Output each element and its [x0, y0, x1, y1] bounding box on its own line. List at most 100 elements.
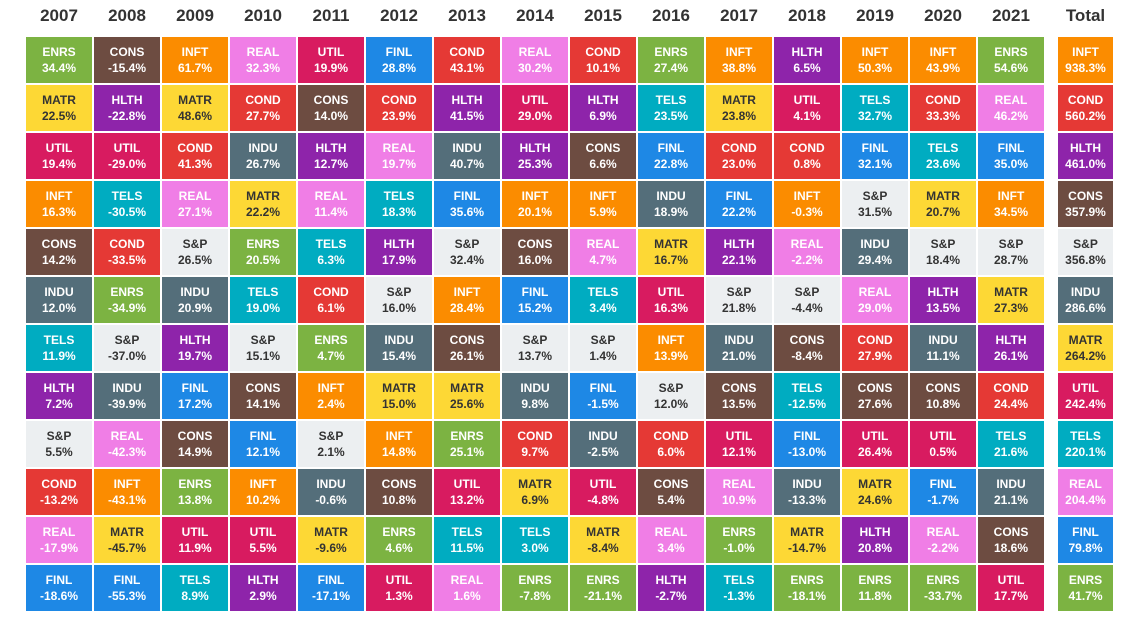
cell-value-label: -12.5% — [787, 397, 827, 411]
cell-value-label: 28.8% — [381, 61, 417, 75]
cell-total-cons: CONS 357.9% — [1057, 180, 1114, 228]
cell-2019-util: UTIL 26.4% — [841, 420, 909, 468]
cell-value-label: 28.4% — [449, 301, 485, 315]
cell-2012-hlth: HLTH 17.9% — [365, 228, 433, 276]
cell-sector-label: CONS — [517, 237, 553, 251]
cell-value-label: 27.3% — [993, 301, 1029, 315]
cell-2009-cond: COND 41.3% — [161, 132, 229, 180]
cell-sector-label: CONS — [41, 237, 77, 251]
cell-sector-label: MATR — [178, 93, 212, 107]
cell-2019-finl: FINL 32.1% — [841, 132, 909, 180]
cell-sector-label: CONS — [313, 93, 349, 107]
cell-sector-label: TELS — [179, 573, 211, 587]
cell-sector-label: INFT — [181, 45, 209, 59]
cell-value-label: 30.2% — [517, 61, 553, 75]
cell-value-label: 15.1% — [245, 349, 281, 363]
cell-value-label: 28.7% — [993, 253, 1029, 267]
cell-value-label: 61.7% — [177, 61, 213, 75]
cell-sector-label: COND — [517, 429, 553, 443]
cell-2010-sp: S&P 15.1% — [229, 324, 297, 372]
cell-value-label: 8.9% — [181, 589, 209, 603]
cell-value-label: 34.5% — [993, 205, 1029, 219]
cell-2010-util: UTIL 5.5% — [229, 516, 297, 564]
cell-sector-label: MATR — [654, 237, 688, 251]
cell-sector-label: UTIL — [997, 573, 1025, 587]
cell-2011-indu: INDU -0.6% — [297, 468, 365, 516]
cell-sector-label: HLTH — [43, 381, 75, 395]
cell-sector-label: S&P — [182, 237, 208, 251]
cell-value-label: -1.7% — [927, 493, 959, 507]
cell-value-label: 16.7% — [653, 253, 689, 267]
cell-sector-label: ENRS — [42, 45, 76, 59]
cell-2017-cond: COND 23.0% — [705, 132, 773, 180]
cell-sector-label: S&P — [318, 429, 344, 443]
cell-sector-label: FINL — [45, 573, 73, 587]
cell-value-label: 13.9% — [653, 349, 689, 363]
cell-2007-enrs: ENRS 34.4% — [25, 36, 93, 84]
cell-2007-inft: INFT 16.3% — [25, 180, 93, 228]
cell-value-label: 6.0% — [657, 445, 685, 459]
cell-value-label: 14.0% — [313, 109, 349, 123]
cell-value-label: 16.3% — [41, 205, 77, 219]
cell-2011-cond: COND 6.1% — [297, 276, 365, 324]
cell-2015-tels: TELS 3.4% — [569, 276, 637, 324]
year-header-2021: 2021 — [992, 6, 1030, 25]
cell-total-real: REAL 204.4% — [1057, 468, 1114, 516]
cell-2009-cons: CONS 14.9% — [161, 420, 229, 468]
cell-2014-util: UTIL 29.0% — [501, 84, 569, 132]
cell-sector-label: UTIL — [521, 93, 549, 107]
cell-value-label: 12.1% — [721, 445, 757, 459]
cell-sector-label: INDU — [248, 141, 278, 155]
cell-sector-label: MATR — [1068, 333, 1103, 347]
cell-2012-inft: INFT 14.8% — [365, 420, 433, 468]
cell-2017-indu: INDU 21.0% — [705, 324, 773, 372]
cell-2007-cons: CONS 14.2% — [25, 228, 93, 276]
cell-value-label: 26.7% — [245, 157, 281, 171]
cell-value-label: 13.5% — [721, 397, 757, 411]
cell-sector-label: S&P — [658, 381, 684, 395]
cell-sector-label: ENRS — [518, 573, 552, 587]
cell-value-label: -0.3% — [791, 205, 823, 219]
cell-value-label: 29.4% — [857, 253, 893, 267]
cell-2020-finl: FINL -1.7% — [909, 468, 977, 516]
cell-value-label: 31.5% — [857, 205, 893, 219]
cell-value-label: 357.9% — [1065, 205, 1106, 219]
cell-sector-label: HLTH — [927, 285, 959, 299]
cell-2014-tels: TELS 3.0% — [501, 516, 569, 564]
cell-2009-inft: INFT 61.7% — [161, 36, 229, 84]
cell-2017-cons: CONS 13.5% — [705, 372, 773, 420]
cell-2013-cons: CONS 26.1% — [433, 324, 501, 372]
cell-sector-label: UTIL — [181, 525, 209, 539]
cell-sector-label: INDU — [44, 285, 74, 299]
cell-sector-label: ENRS — [790, 573, 824, 587]
cell-value-label: -17.9% — [39, 541, 79, 555]
cell-2016-cons: CONS 5.4% — [637, 468, 705, 516]
cell-2007-matr: MATR 22.5% — [25, 84, 93, 132]
cell-value-label: 23.5% — [653, 109, 689, 123]
cell-2020-enrs: ENRS -33.7% — [909, 564, 977, 612]
cell-2008-matr: MATR -45.7% — [93, 516, 161, 564]
cell-value-label: 264.2% — [1065, 349, 1106, 363]
cell-2012-util: UTIL 1.3% — [365, 564, 433, 612]
cell-sector-label: TELS — [519, 525, 551, 539]
cell-value-label: -29.0% — [107, 157, 147, 171]
cell-sector-label: HLTH — [315, 141, 347, 155]
cell-sector-label: S&P — [114, 333, 140, 347]
cell-2015-matr: MATR -8.4% — [569, 516, 637, 564]
cell-2017-util: UTIL 12.1% — [705, 420, 773, 468]
cell-sector-label: INFT — [249, 477, 277, 491]
cell-2020-hlth: HLTH 13.5% — [909, 276, 977, 324]
cell-value-label: 43.1% — [449, 61, 485, 75]
cell-sector-label: COND — [585, 45, 621, 59]
cell-sector-label: CONS — [381, 477, 417, 491]
cell-2020-cons: CONS 10.8% — [909, 372, 977, 420]
cell-value-label: 26.4% — [857, 445, 893, 459]
cell-2018-hlth: HLTH 6.5% — [773, 36, 841, 84]
cell-2020-sp: S&P 18.4% — [909, 228, 977, 276]
cell-sector-label: FINL — [793, 429, 821, 443]
cell-sector-label: ENRS — [246, 237, 280, 251]
cell-sector-label: COND — [857, 333, 893, 347]
cell-value-label: -37.0% — [107, 349, 147, 363]
cell-sector-label: INDU — [384, 333, 414, 347]
cell-sector-label: TELS — [995, 429, 1027, 443]
